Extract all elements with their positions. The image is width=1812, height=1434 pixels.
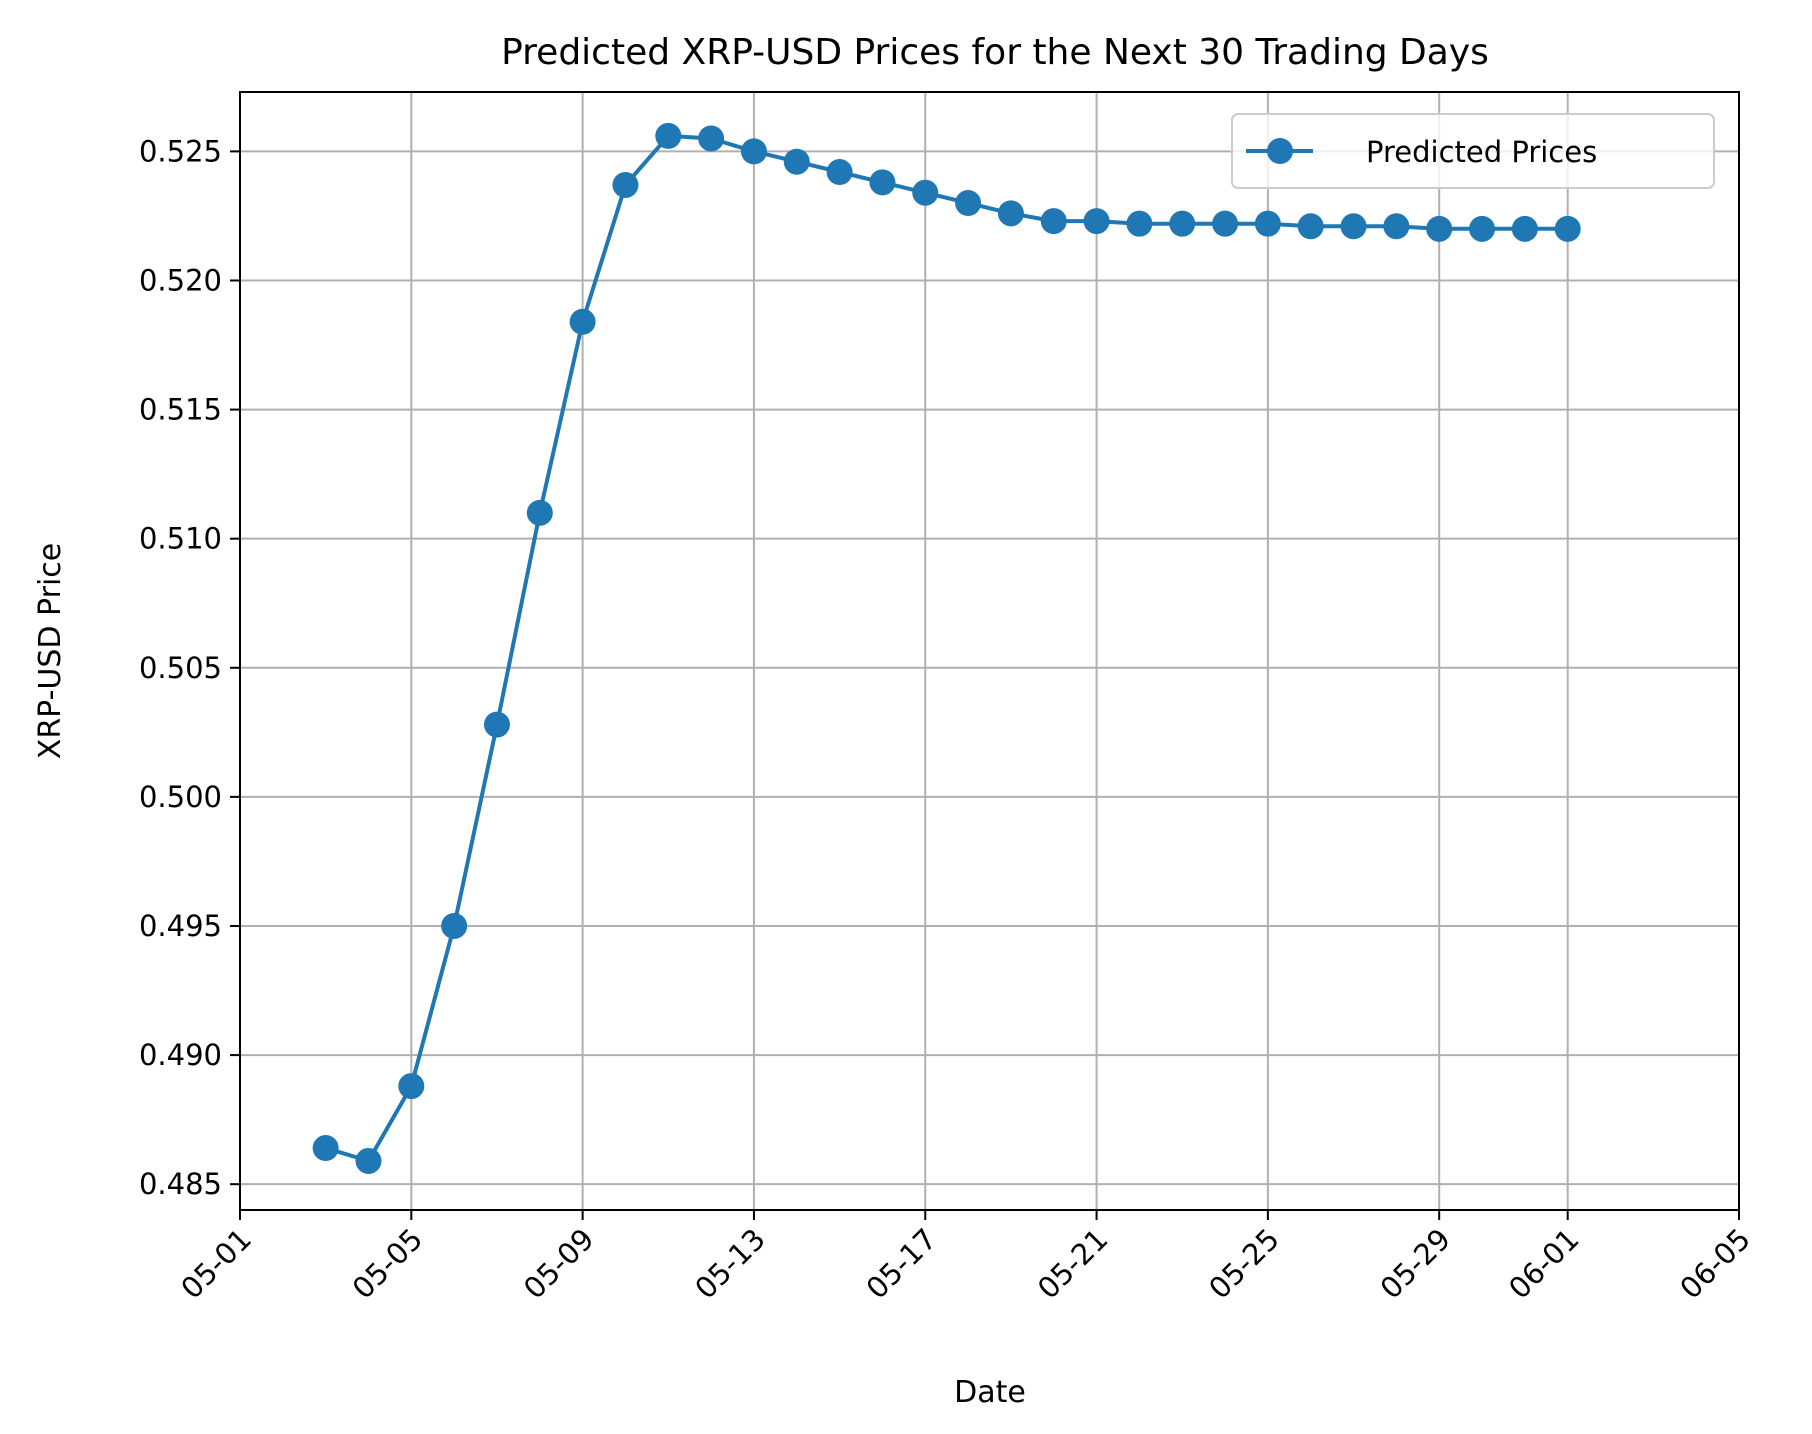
data-point	[955, 190, 982, 217]
y-tick-label: 0.495	[139, 909, 222, 943]
chart-title: Predicted XRP-USD Prices for the Next 30…	[501, 32, 1489, 73]
data-point	[1297, 213, 1324, 240]
data-point	[312, 1135, 339, 1162]
legend-marker	[1267, 138, 1293, 164]
data-point	[526, 499, 553, 526]
x-axis-label: Date	[954, 1375, 1026, 1410]
data-point	[1554, 215, 1581, 242]
plot-frame	[239, 91, 1740, 1211]
data-point	[441, 912, 468, 939]
y-tick-label: 0.520	[139, 263, 222, 297]
data-point	[569, 308, 596, 335]
data-point	[869, 169, 896, 196]
data-point	[912, 179, 939, 206]
y-axis-ticks: 0.485 0.490 0.495 0.500 0.505 0.510 0.515 0.520…	[139, 134, 240, 1201]
legend-box	[1231, 113, 1715, 189]
data-point	[1383, 213, 1410, 240]
y-tick-label: 0.515	[139, 393, 222, 427]
data-point	[1040, 208, 1067, 235]
data-point	[740, 138, 767, 165]
data-point	[1212, 210, 1239, 237]
data-point	[612, 171, 639, 198]
data-point	[398, 1073, 425, 1100]
data-point	[1426, 215, 1453, 242]
data-point	[783, 148, 810, 175]
data-point	[1511, 215, 1538, 242]
legend: Predicted Prices	[1231, 113, 1715, 189]
y-tick-label: 0.485	[139, 1167, 222, 1201]
grid-lines	[239, 92, 1740, 1210]
data-point	[483, 711, 510, 738]
legend-label: Predicted Prices	[1366, 135, 1597, 169]
data-point	[1340, 213, 1367, 240]
y-tick-label: 0.505	[139, 651, 222, 685]
data-point	[997, 200, 1024, 227]
data-point	[355, 1147, 382, 1174]
data-point	[698, 125, 725, 152]
y-tick-label: 0.510	[139, 522, 222, 556]
data-point	[1254, 210, 1281, 237]
y-tick-label: 0.500	[139, 780, 222, 814]
data-point	[1126, 210, 1153, 237]
data-point	[826, 159, 853, 186]
data-point	[655, 122, 682, 149]
data-point	[1169, 210, 1196, 237]
y-tick-label: 0.525	[139, 134, 222, 168]
data-point	[1469, 215, 1496, 242]
data-series	[312, 122, 1581, 1174]
y-tick-label: 0.490	[139, 1038, 222, 1072]
data-point	[1083, 208, 1110, 235]
y-axis-label: XRP-USD Price	[33, 543, 68, 759]
